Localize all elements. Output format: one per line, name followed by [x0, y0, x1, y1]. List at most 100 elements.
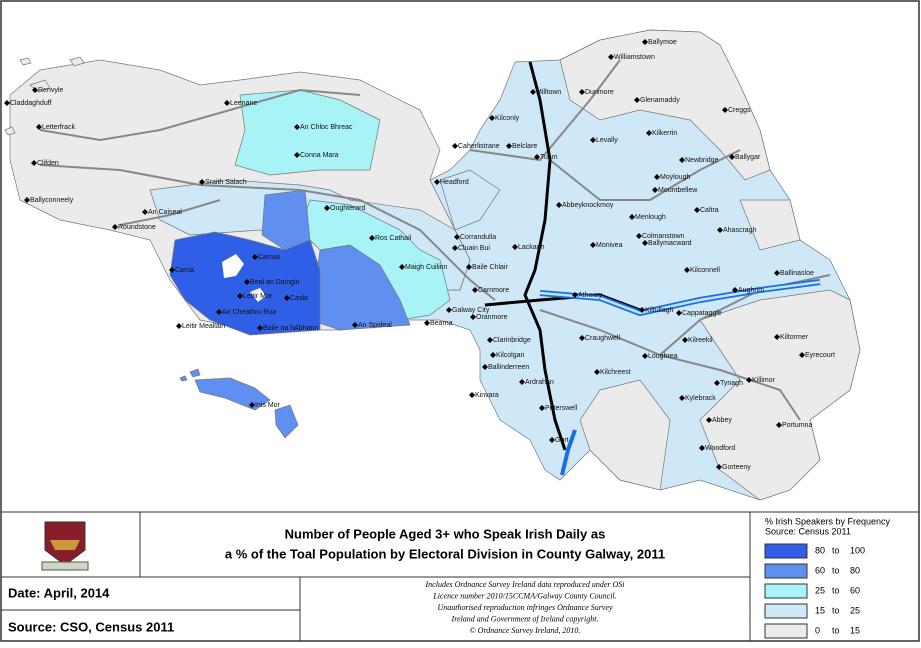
- place-label: Corrandulla: [460, 234, 496, 241]
- copyright-note: © Ordnance Survey Ireland, 2010.: [470, 626, 581, 635]
- legend-min: 80: [815, 545, 825, 555]
- place-label: Williamstown: [614, 54, 655, 61]
- place-marker: [714, 380, 720, 386]
- place-marker: [774, 270, 780, 276]
- legend-max: 15: [850, 625, 860, 635]
- place-label: Kilcolgan: [496, 352, 525, 359]
- place-marker: [629, 214, 635, 220]
- place-label: Ahascragh: [723, 227, 757, 234]
- place-label: Craughwell: [585, 335, 620, 342]
- place-label: Milltown: [536, 89, 561, 96]
- place-label: Baile na hAbhann: [263, 325, 318, 332]
- place-marker: [579, 335, 585, 341]
- place-label: Tuam: [540, 154, 558, 161]
- place-label: Ballinasloe: [780, 270, 814, 277]
- place-marker: [646, 130, 652, 136]
- island: [4, 56, 85, 136]
- sea-inlet: [222, 254, 266, 302]
- legend-to: to: [832, 565, 840, 575]
- place-label: Casla: [290, 295, 308, 302]
- footer: [1, 511, 919, 641]
- place-marker: [487, 337, 493, 343]
- map-title: a % of the Toal Population by Electoral …: [225, 546, 665, 561]
- place-label: Clarinbridge: [493, 337, 531, 344]
- place-label: Belclare: [512, 143, 537, 150]
- place-label: Newbridge: [685, 157, 719, 164]
- place-marker: [369, 235, 375, 241]
- place-label: An Caiseal: [148, 209, 182, 216]
- place-marker: [684, 267, 690, 273]
- road: [39, 88, 361, 142]
- legend-swatch: [764, 563, 808, 579]
- place-marker: [252, 254, 258, 260]
- place-label: Eyrecourt: [805, 352, 835, 359]
- place-label: Carna: [175, 267, 194, 274]
- place-label: Leitir Mealláin: [182, 323, 225, 330]
- legend-min: 0: [815, 625, 820, 635]
- legend-min: 60: [815, 565, 825, 575]
- place-label: Letterfrack: [42, 124, 76, 131]
- river: [560, 429, 577, 476]
- place-label: Loughrea: [648, 353, 678, 360]
- road: [549, 149, 741, 201]
- place-label: Abbeyknockmoy: [562, 202, 614, 209]
- place-marker: [776, 422, 782, 428]
- legend-max: 25: [850, 605, 860, 615]
- place-marker: [590, 242, 596, 248]
- place-marker: [654, 174, 660, 180]
- place-marker: [257, 325, 263, 331]
- place-label: Ballyconneely: [30, 197, 74, 204]
- place-label: Creggs: [728, 107, 751, 114]
- legend-min: 15: [815, 605, 825, 615]
- place-marker: [469, 392, 475, 398]
- place-marker: [482, 364, 488, 370]
- place-marker: [519, 379, 525, 385]
- place-label: Killimor: [752, 377, 776, 384]
- place-label: Kilchreest: [600, 369, 631, 376]
- place-marker: [732, 287, 738, 293]
- place-label: Leenane: [230, 100, 257, 107]
- place-label: An Spideal: [358, 322, 392, 329]
- place-label: Maigh Cuilinn: [405, 264, 448, 271]
- place-marker: [224, 100, 230, 106]
- place-marker: [694, 207, 700, 213]
- crest: [41, 521, 89, 571]
- place-label: Kinvara: [475, 392, 499, 399]
- map: [4, 29, 861, 501]
- place-label: Monivea: [596, 242, 623, 249]
- place-marker: [642, 39, 648, 45]
- place-label: Ballymoe: [648, 39, 677, 46]
- place-marker: [717, 227, 723, 233]
- road: [539, 309, 801, 421]
- place-marker: [399, 264, 405, 270]
- place-marker: [216, 309, 222, 315]
- place-label: Kilreekil: [688, 337, 713, 344]
- place-label: Glenamaddy: [640, 97, 680, 104]
- legend-max: 60: [850, 585, 860, 595]
- legend: 80 to 100 60 to 80 25 to 60 15 to 25 0 to 15: [764, 543, 865, 639]
- place-marker: [722, 107, 728, 113]
- place-marker: [249, 402, 255, 408]
- place-marker: [530, 89, 536, 95]
- place-marker: [634, 97, 640, 103]
- place-marker: [639, 307, 645, 313]
- place-marker: [4, 100, 10, 106]
- source: Source: CSO, Census 2011: [8, 619, 174, 634]
- place-marker: [36, 124, 42, 130]
- place-marker: [539, 405, 545, 411]
- place-label: Ardrahan: [525, 379, 554, 386]
- place-marker: [472, 287, 478, 293]
- place-label: Colmanstown: [642, 233, 685, 240]
- date: Date: April, 2014: [8, 585, 110, 600]
- place-marker: [31, 160, 37, 166]
- place-marker: [112, 224, 118, 230]
- place-marker: [682, 337, 688, 343]
- place-marker: [176, 323, 182, 329]
- place-label: Menlough: [635, 214, 666, 221]
- place-label: Ballinderreen: [488, 364, 529, 371]
- place-label: Caherlistrane: [458, 143, 500, 150]
- legend-to: to: [832, 545, 840, 555]
- region-dark: [169, 231, 321, 336]
- place-label: An Cheathru Rua: [222, 309, 276, 316]
- place-marker: [774, 334, 780, 340]
